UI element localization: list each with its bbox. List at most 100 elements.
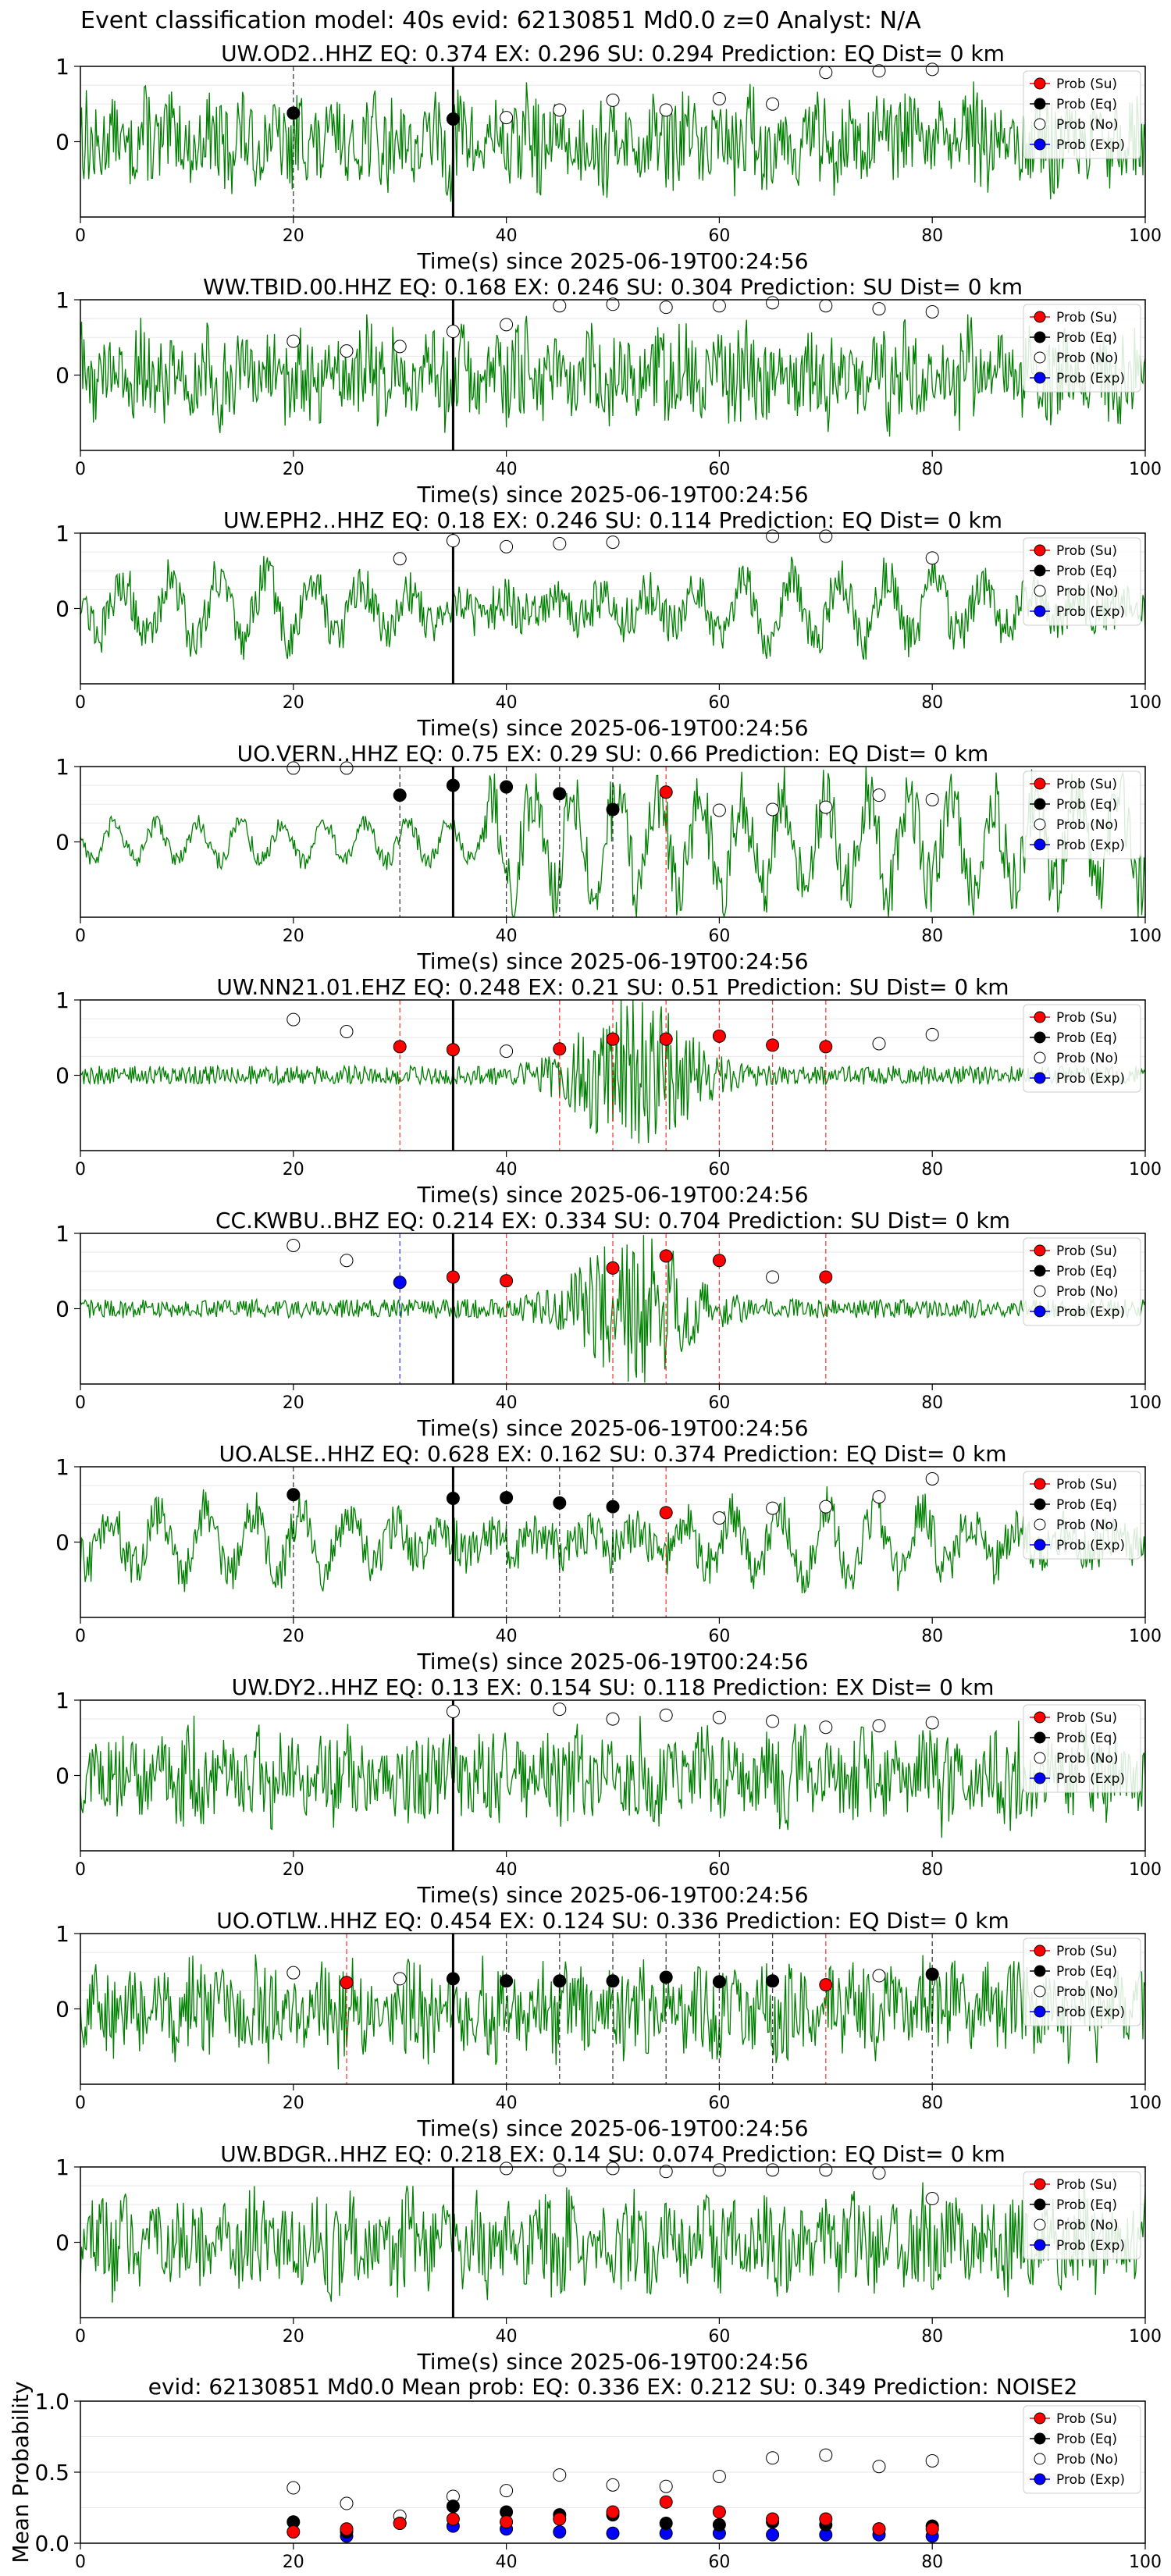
x-tick-label: 100 (1129, 1160, 1162, 1179)
legend-marker (1034, 311, 1046, 323)
legend-label: Prob (Su) (1056, 543, 1117, 559)
prob-marker-probeq (925, 1967, 939, 1981)
legend-marker (1034, 1711, 1046, 1724)
legend-marker (1034, 2412, 1046, 2425)
x-axis-label: Time(s) since 2025-06-19T00:24:56 (416, 1649, 808, 1674)
prob-marker-probno (340, 1025, 354, 1039)
prob-marker-probno (712, 803, 726, 817)
prob-marker-probsu (712, 1254, 726, 1268)
panel-6: CC.KWBU..BHZ EQ: 0.214 EX: 0.334 SU: 0.7… (55, 1208, 1162, 1441)
mean-marker-probeq (659, 2517, 673, 2531)
x-tick-label: 60 (708, 1160, 730, 1179)
y-tick-label: 1 (55, 1221, 69, 1247)
prob-marker-probno (340, 1254, 354, 1268)
x-tick-label: 0 (75, 2094, 86, 2113)
prob-marker-probno (287, 1966, 301, 1980)
prob-marker-probeq (446, 1492, 460, 1506)
legend-marker (1034, 838, 1046, 851)
x-tick-label: 60 (708, 693, 730, 713)
x-tick-label: 20 (283, 460, 304, 479)
prob-marker-probno (872, 1490, 886, 1504)
legend-label: Prob (No) (1056, 1051, 1119, 1066)
legend-marker (1034, 2218, 1046, 2231)
prob-marker-probeq (446, 778, 460, 792)
prob-marker-probeq (606, 1500, 620, 1514)
legend-label: Prob (Exp) (1056, 2472, 1125, 2488)
legend-marker (1034, 1965, 1046, 1977)
mean-marker-probsu (500, 2515, 514, 2529)
prob-marker-probno (606, 2161, 620, 2176)
prob-marker-probeq (500, 1974, 514, 1988)
x-axis-label: Time(s) since 2025-06-19T00:24:56 (416, 2349, 808, 2375)
prob-marker-probno (659, 1708, 673, 1722)
prob-marker-probno (766, 2163, 780, 2177)
x-tick-label: 80 (921, 2327, 943, 2347)
legend-marker (1034, 351, 1046, 364)
mean-marker-probno (340, 2496, 354, 2510)
legend-label: Prob (Exp) (1056, 838, 1125, 853)
x-tick-label: 60 (708, 2094, 730, 2113)
x-axis-label: Time(s) since 2025-06-19T00:24:56 (416, 1415, 808, 1441)
prob-marker-probno (925, 792, 939, 806)
legend-marker (1034, 1305, 1046, 1318)
legend-label: Prob (Su) (1056, 2411, 1117, 2427)
x-tick-label: 0 (75, 1160, 86, 1179)
x-tick-label: 80 (921, 1627, 943, 1646)
waveform-trace (80, 314, 1145, 437)
prob-marker-probno (606, 93, 620, 107)
prob-marker-probno (872, 302, 886, 316)
y-tick-label: 1 (55, 1921, 69, 1947)
x-tick-label: 60 (708, 1860, 730, 1880)
y-tick-label: 0 (55, 830, 69, 856)
legend-marker (1034, 1752, 1046, 1764)
x-tick-label: 60 (708, 460, 730, 479)
panel-title: UO.VERN..HHZ EQ: 0.75 EX: 0.29 SU: 0.66 … (237, 741, 989, 767)
x-tick-label: 40 (496, 1627, 518, 1646)
prob-marker-probno (925, 2192, 939, 2206)
prob-marker-probno (659, 2165, 673, 2179)
y-tick-label: 0 (55, 596, 69, 622)
legend-marker (1034, 1985, 1046, 1998)
legend-label: Prob (No) (1056, 584, 1119, 600)
panel-title: UO.ALSE..HHZ EQ: 0.628 EX: 0.162 SU: 0.3… (219, 1441, 1006, 1467)
y-tick-label: 1 (55, 54, 69, 80)
prob-marker-probsu (446, 1043, 460, 1057)
prob-marker-probsu (606, 1032, 620, 1046)
x-tick-label: 80 (921, 693, 943, 713)
legend-label: Prob (No) (1056, 2452, 1119, 2467)
mean-marker-probno (766, 2451, 780, 2465)
prob-marker-probeq (287, 106, 301, 120)
prob-marker-probeq (553, 787, 567, 801)
prob-marker-probno (766, 802, 780, 817)
legend-label: Prob (Exp) (1056, 1304, 1125, 1320)
legend-marker (1034, 1265, 1046, 1277)
legend-label: Prob (Exp) (1056, 1071, 1125, 1087)
legend-label: Prob (Eq) (1056, 1497, 1117, 1513)
x-tick-label: 20 (283, 1393, 304, 1413)
prob-marker-probno (287, 334, 301, 348)
mean-marker-probsu (287, 2524, 301, 2539)
prob-marker-probno (819, 1720, 833, 1735)
legend-marker (1034, 1031, 1046, 1044)
legend-label: Prob (Eq) (1056, 564, 1117, 579)
x-tick-label: 60 (708, 927, 730, 946)
mean-marker-probsu (766, 2512, 780, 2526)
prob-marker-probno (925, 62, 939, 76)
prob-marker-probno (872, 1037, 886, 1051)
prob-marker-probeq (393, 788, 407, 802)
prob-marker-probno (766, 1714, 780, 1728)
legend-label: Prob (Eq) (1056, 797, 1117, 813)
prob-marker-probsu (659, 1249, 673, 1263)
x-axis-label: Time(s) since 2025-06-19T00:24:56 (416, 948, 808, 974)
mean-panel-title: evid: 62130851 Md0.0 Mean prob: EQ: 0.33… (148, 2374, 1078, 2400)
panel-7: UO.ALSE..HHZ EQ: 0.628 EX: 0.162 SU: 0.3… (55, 1441, 1162, 1674)
prob-marker-probno (606, 535, 620, 550)
legend-marker (1034, 1772, 1046, 1784)
prob-marker-probno (393, 340, 407, 354)
legend-marker (1034, 118, 1046, 130)
x-tick-label: 0 (75, 226, 86, 246)
legend-box (1023, 1937, 1141, 2026)
mean-marker-probsu (925, 2522, 939, 2536)
panel-3: UW.EPH2..HHZ EQ: 0.18 EX: 0.246 SU: 0.11… (55, 507, 1162, 741)
